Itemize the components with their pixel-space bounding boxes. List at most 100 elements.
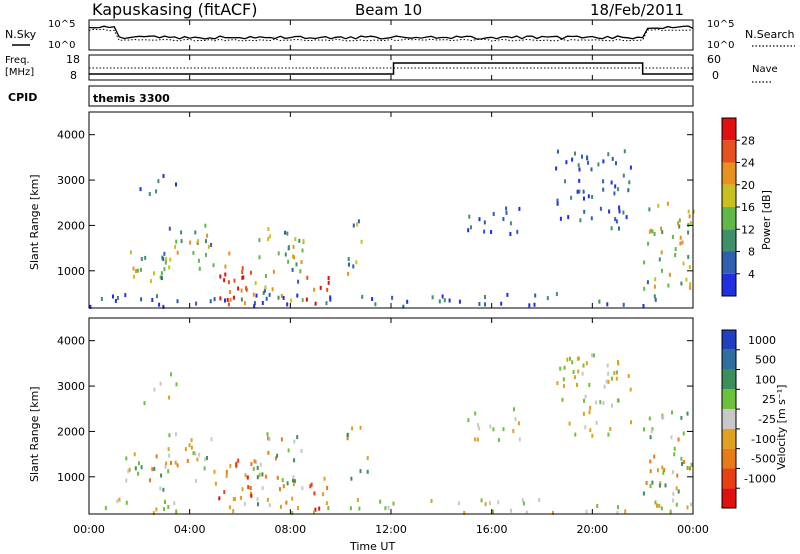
range-cell xyxy=(607,379,610,384)
range-cell xyxy=(232,295,235,300)
range-cell xyxy=(660,226,662,231)
range-cell xyxy=(167,447,170,452)
range-cell xyxy=(585,509,588,514)
range-cell xyxy=(552,510,554,515)
colorbar-tick-label: 100 xyxy=(755,373,776,386)
range-cell xyxy=(566,357,569,362)
range-cell xyxy=(290,298,293,303)
colorbar-tick-label: -1000 xyxy=(744,472,776,485)
range-cell xyxy=(492,212,495,216)
range-cell xyxy=(174,244,177,249)
range-cell xyxy=(678,224,681,229)
range-cell xyxy=(533,302,536,307)
range-cell xyxy=(478,302,481,306)
range-cell xyxy=(130,250,132,255)
range-cell xyxy=(525,510,528,515)
range-cell xyxy=(155,507,158,512)
range-cell xyxy=(300,260,303,264)
range-cell xyxy=(233,278,236,283)
power-colorbar-label: Power [dB] xyxy=(760,190,773,250)
range-cell xyxy=(610,226,613,231)
range-cell xyxy=(582,189,585,194)
range-cell xyxy=(292,244,295,249)
range-cell xyxy=(264,274,267,278)
range-cell xyxy=(642,304,645,308)
range-cell xyxy=(280,437,283,442)
colorbar-swatch xyxy=(722,330,736,350)
range-cell xyxy=(117,296,119,300)
velocity-ylabel: Slant Range [km] xyxy=(28,386,41,482)
range-cell xyxy=(688,265,691,269)
range-cell xyxy=(660,506,663,511)
range-cell xyxy=(137,471,140,476)
range-cell xyxy=(162,257,165,261)
range-cell xyxy=(264,474,267,479)
colorbar-swatch xyxy=(722,468,736,489)
velocity-yticks: 1000 2000 3000 4000 xyxy=(57,335,693,484)
range-cell xyxy=(170,461,172,465)
range-cell xyxy=(302,239,305,244)
range-cell xyxy=(518,437,521,442)
range-cell xyxy=(681,240,684,245)
range-cell xyxy=(292,482,295,487)
range-cell xyxy=(663,468,666,473)
range-cell xyxy=(153,466,156,471)
range-cell xyxy=(258,255,261,260)
range-cell xyxy=(578,167,581,172)
range-cell xyxy=(159,486,162,491)
range-cell xyxy=(648,416,651,421)
range-cell xyxy=(497,500,500,505)
range-cell xyxy=(658,257,661,262)
range-cell xyxy=(474,437,477,442)
range-cell xyxy=(125,500,128,505)
range-cell xyxy=(148,192,151,196)
range-cell xyxy=(556,201,559,206)
range-cell xyxy=(586,155,588,160)
range-cell xyxy=(624,509,627,514)
range-cell xyxy=(559,366,562,371)
range-cell xyxy=(567,215,570,220)
range-cell xyxy=(366,456,369,461)
power-colorbar: 4 8 12 16 20 24 28 xyxy=(721,117,755,297)
range-cell xyxy=(265,296,268,301)
range-cell xyxy=(599,400,602,405)
range-cell xyxy=(602,187,605,192)
range-cell xyxy=(168,453,171,458)
range-cell xyxy=(675,486,678,491)
range-cell xyxy=(188,443,191,448)
range-cell xyxy=(649,459,652,464)
range-cell xyxy=(197,258,200,263)
range-cell xyxy=(655,503,658,508)
power-heatmap xyxy=(89,149,695,309)
range-cell xyxy=(196,457,199,462)
range-cell xyxy=(589,428,592,433)
range-cell xyxy=(392,501,395,506)
range-cell xyxy=(250,491,252,496)
range-cell xyxy=(140,267,142,272)
range-cell xyxy=(562,377,565,382)
range-cell xyxy=(431,295,434,300)
range-cell xyxy=(267,436,270,441)
colorbar-tick-label: 24 xyxy=(741,157,755,170)
range-cell xyxy=(602,159,605,164)
range-cell xyxy=(314,301,317,306)
range-cell xyxy=(277,295,280,300)
range-cell xyxy=(256,465,259,470)
range-cell xyxy=(643,427,645,432)
freq-label-line2: [MHz] xyxy=(5,67,34,78)
range-cell xyxy=(204,223,207,228)
range-cell xyxy=(327,280,330,285)
range-cell xyxy=(687,254,690,259)
range-cell xyxy=(167,469,170,474)
range-cell xyxy=(661,465,664,470)
range-cell xyxy=(584,425,587,430)
range-cell xyxy=(232,497,235,502)
range-cell xyxy=(282,484,285,489)
range-cell xyxy=(214,481,217,486)
range-cell xyxy=(262,291,265,295)
range-cell xyxy=(205,252,207,257)
range-cell xyxy=(227,302,230,307)
range-cell xyxy=(173,501,176,506)
cpid-value: themis 3300 xyxy=(93,92,170,105)
velocity-panel-frame xyxy=(88,317,694,515)
